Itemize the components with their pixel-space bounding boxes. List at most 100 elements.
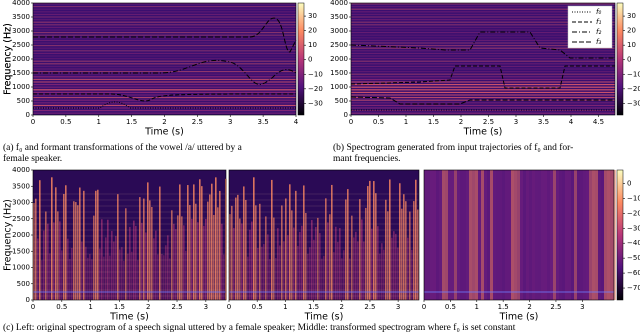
- spectral-column: [269, 259, 271, 300]
- colorbar-tick-label: −30: [627, 99, 640, 107]
- spectral-column: [47, 223, 49, 300]
- spectral-column: [117, 194, 119, 300]
- spectral-column: [243, 186, 245, 300]
- y-tick-label: 2000: [12, 231, 30, 239]
- spectral-column: [39, 180, 41, 300]
- spectral-column: [313, 239, 315, 300]
- spectral-column: [93, 215, 95, 300]
- spectral-column: [183, 225, 185, 300]
- spectral-column: [424, 170, 427, 300]
- spectral-column: [265, 216, 267, 300]
- spectral-column: [207, 201, 209, 300]
- spectral-column: [526, 170, 529, 300]
- y-tick-label: 3500: [330, 13, 348, 21]
- spectral-column: [195, 203, 197, 300]
- spectral-column: [253, 177, 255, 300]
- y-tick-label: 1500: [330, 69, 348, 77]
- spectral-column: [77, 205, 79, 300]
- x-tick-label: 2: [340, 303, 344, 311]
- spectral-column: [493, 170, 496, 300]
- spectral-column: [293, 227, 295, 300]
- legend-box: [567, 5, 613, 49]
- spectral-column: [469, 170, 472, 300]
- x-tick-label: 2: [527, 303, 531, 311]
- spectral-column: [387, 211, 389, 300]
- plot-frame: [423, 169, 615, 301]
- spectral-column: [161, 253, 163, 300]
- spectral-column: [115, 235, 117, 300]
- spectral-column: [583, 170, 586, 300]
- caption: (c) Left: original spectrogram of a spee…: [3, 322, 516, 333]
- spectral-column: [365, 207, 367, 300]
- spectral-column: [67, 238, 69, 300]
- spectrogram: [33, 3, 296, 115]
- spectral-column: [454, 170, 457, 300]
- spectral-column: [484, 170, 487, 300]
- spectral-column: [95, 190, 97, 300]
- spectral-column: [580, 170, 583, 300]
- spectral-column: [592, 170, 595, 300]
- spectral-column: [568, 170, 571, 300]
- spectral-column: [211, 183, 213, 300]
- y-tick-label: 2500: [330, 41, 348, 49]
- contour-f1: [33, 93, 297, 102]
- spectral-column: [472, 170, 475, 300]
- spectral-column: [167, 235, 169, 300]
- spectral-column: [327, 222, 329, 300]
- spectral-column: [556, 170, 559, 300]
- spectral-column: [289, 184, 291, 300]
- spectral-column: [287, 235, 289, 300]
- spectral-column: [349, 258, 351, 300]
- x-tick-label: 1: [88, 303, 92, 311]
- spectral-column: [405, 201, 407, 300]
- y-tick-label: 4000: [12, 166, 30, 174]
- spectral-column: [307, 253, 309, 300]
- spectral-column: [281, 205, 283, 300]
- spectral-column: [255, 205, 257, 300]
- spectral-column: [155, 230, 157, 300]
- x-tick-label: 1: [404, 118, 408, 126]
- x-tick-label: 0: [31, 118, 35, 126]
- x-tick-label: 3: [204, 303, 208, 311]
- x-tick-label: 0.5: [445, 303, 456, 311]
- x-tick-label: 3: [580, 303, 584, 311]
- colorbar-tick-label: 10: [627, 41, 636, 49]
- spectral-column: [538, 170, 541, 300]
- spectral-column: [43, 230, 45, 300]
- spectral-column: [295, 190, 297, 300]
- y-tick-label: 2000: [12, 55, 30, 63]
- colorbar-tick-label: 0: [627, 179, 631, 187]
- spectral-column: [221, 223, 223, 300]
- colorbar-tick-label: −30: [627, 224, 640, 232]
- x-tick-label: 4.5: [593, 118, 604, 126]
- spectral-column: [71, 247, 73, 300]
- spectral-column: [119, 249, 121, 300]
- contour-f3: [33, 17, 297, 53]
- y-tick-label: 0: [344, 111, 348, 119]
- colorbar-tick-label: 0: [627, 56, 631, 64]
- spectral-column: [99, 248, 101, 300]
- spectral-column: [413, 201, 415, 300]
- spectral-column: [105, 237, 107, 300]
- spectral-column: [311, 220, 313, 300]
- spectral-column: [135, 225, 137, 300]
- spectral-column: [231, 205, 233, 300]
- x-tick-label: 1: [97, 118, 101, 126]
- spectral-column: [315, 227, 317, 300]
- spectral-column: [439, 170, 442, 300]
- spectral-column: [267, 234, 269, 300]
- spectral-column: [285, 198, 287, 300]
- spectral-column: [321, 258, 323, 300]
- spectral-column: [277, 228, 279, 300]
- spectral-column: [299, 231, 301, 300]
- spectral-column: [361, 219, 363, 300]
- spectral-column: [514, 170, 517, 300]
- spectral-column: [565, 170, 568, 300]
- colorbar-tick-label: 30: [308, 12, 317, 20]
- y-tick-label: 0: [26, 296, 30, 304]
- spectral-column: [499, 170, 502, 300]
- x-tick-label: 1: [475, 303, 479, 311]
- spectral-column: [173, 223, 175, 300]
- y-tick-label: 2000: [330, 55, 348, 63]
- x-tick-label: 0.5: [373, 118, 384, 126]
